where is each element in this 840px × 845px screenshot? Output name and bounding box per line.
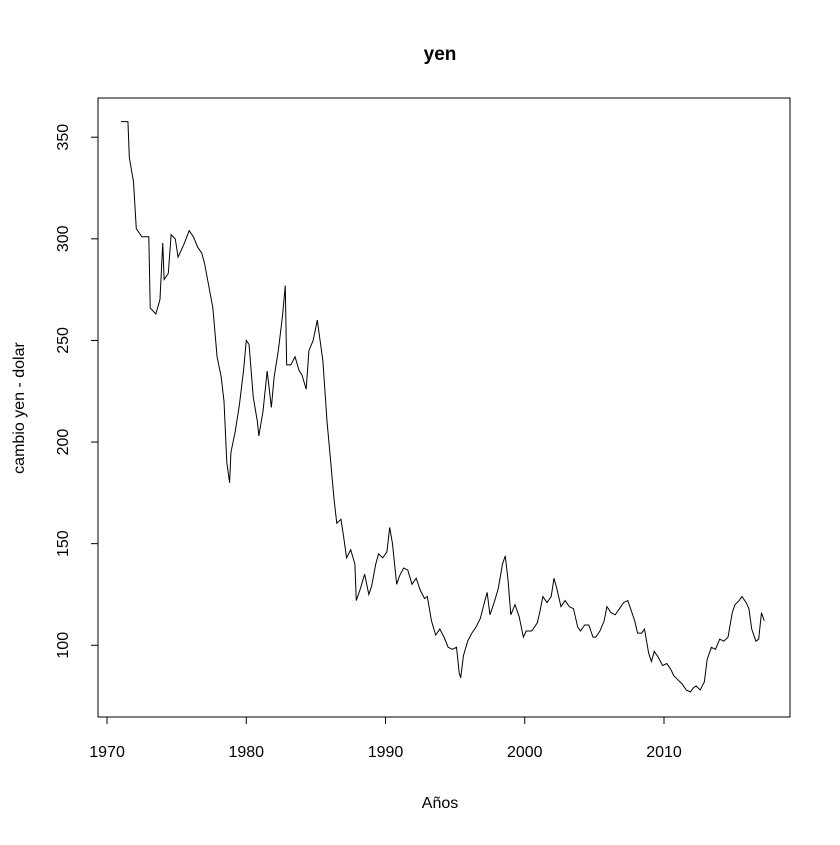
x-tick-label: 2010 [646, 744, 682, 761]
y-tick-label: 100 [55, 632, 72, 659]
y-tick-label: 200 [55, 429, 72, 456]
chart-title: yen [424, 44, 457, 65]
x-tick-label: 1990 [368, 744, 404, 761]
y-tick-label: 300 [55, 225, 72, 252]
y-tick-label: 250 [55, 327, 72, 354]
plot-frame [97, 97, 791, 718]
x-tick-label: 1970 [89, 744, 125, 761]
x-axis-label: Años [422, 795, 458, 812]
data-line [120, 121, 765, 693]
y-tick-label: 150 [55, 530, 72, 557]
y-tick-label: 350 [55, 124, 72, 151]
x-tick-label: 2000 [507, 744, 543, 761]
x-tick-label: 1980 [228, 744, 264, 761]
y-axis-label: cambio yen - dolar [11, 342, 28, 474]
